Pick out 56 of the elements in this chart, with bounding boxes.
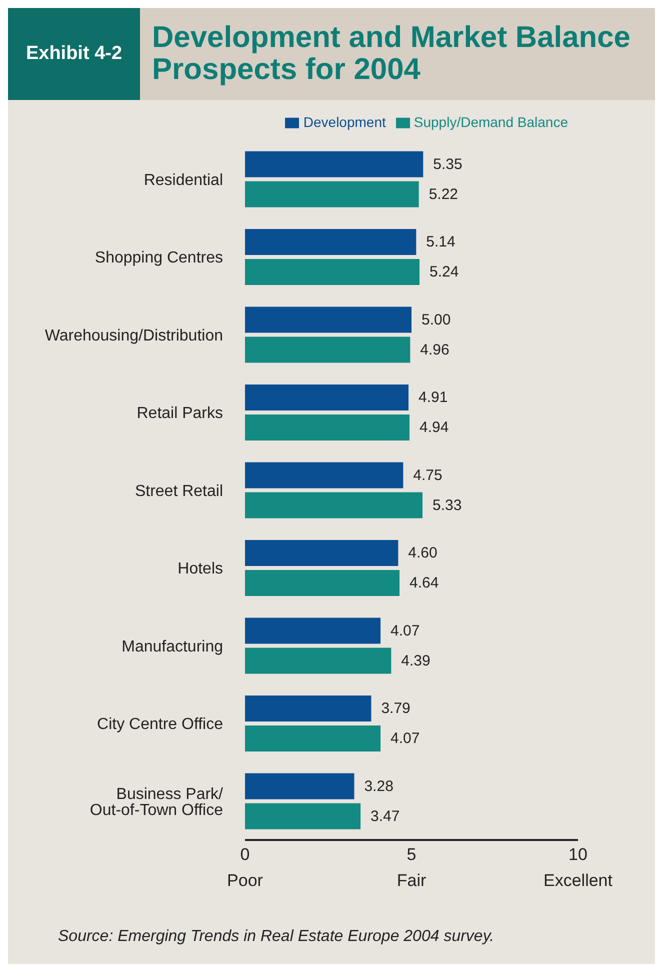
source-note: Source: Emerging Trends in Real Estate Europe 2004 survey. bbox=[58, 928, 494, 946]
y-tick-label: Business Park/ Out-of-Town Office bbox=[90, 786, 224, 819]
data-label: 5.22 bbox=[428, 186, 458, 203]
data-label: 3.28 bbox=[364, 778, 394, 795]
chart-title: Development and Market Balance Prospects for 2004 bbox=[140, 8, 655, 100]
y-tick-label: Warehousing/Distribution bbox=[44, 327, 223, 344]
x-tick-label: 10 bbox=[568, 845, 588, 864]
data-label: 4.07 bbox=[390, 730, 420, 748]
legend-label: Supply/Demand Balance bbox=[414, 114, 568, 130]
data-label: 5.00 bbox=[422, 311, 451, 328]
bar bbox=[245, 773, 354, 800]
data-label: 4.75 bbox=[413, 466, 442, 484]
data-label: 4.07 bbox=[390, 622, 420, 640]
data-label: 4.94 bbox=[420, 419, 449, 436]
bar bbox=[245, 570, 400, 596]
bar bbox=[245, 803, 361, 830]
data-label: 4.96 bbox=[420, 341, 450, 358]
y-tick-label: Retail Parks bbox=[136, 405, 223, 422]
data-label: 4.39 bbox=[401, 652, 430, 670]
data-label: 4.64 bbox=[410, 574, 439, 592]
data-label: 4.60 bbox=[408, 544, 438, 562]
bar bbox=[245, 229, 416, 256]
y-tick-label: Manufacturing bbox=[122, 638, 223, 656]
exhibit-label: Exhibit 4-2 bbox=[8, 8, 140, 100]
data-label: 5.14 bbox=[426, 234, 456, 251]
data-label: 5.24 bbox=[429, 264, 459, 281]
y-tick-label: City Centre Office bbox=[97, 716, 224, 734]
text: Fair bbox=[396, 871, 426, 890]
data-label: 4.91 bbox=[418, 389, 448, 406]
data-label: 5.33 bbox=[432, 496, 462, 514]
x-tick-label: 0 bbox=[240, 845, 250, 864]
x-tick-label: 5 bbox=[406, 845, 416, 864]
bar bbox=[245, 181, 419, 208]
bar bbox=[245, 306, 412, 333]
bar bbox=[245, 414, 410, 441]
bar bbox=[245, 336, 410, 363]
legend-label: Development bbox=[303, 114, 386, 130]
bar bbox=[245, 384, 409, 411]
bar bbox=[245, 151, 424, 178]
text: Poor bbox=[227, 871, 264, 890]
data-label: 5.35 bbox=[433, 156, 462, 173]
text: Excellent bbox=[544, 871, 613, 890]
bar bbox=[245, 540, 398, 566]
bar bbox=[245, 492, 422, 518]
bar bbox=[245, 618, 381, 644]
bar bbox=[245, 696, 372, 722]
y-tick-label: Shopping Centres bbox=[94, 250, 223, 267]
bar bbox=[245, 726, 381, 752]
data-label: 3.79 bbox=[381, 700, 410, 718]
bar bbox=[245, 259, 420, 286]
y-tick-label: Hotels bbox=[178, 560, 223, 578]
y-tick-label: Street Retail bbox=[134, 482, 223, 500]
y-tick-label: Residential bbox=[144, 172, 223, 189]
bar bbox=[245, 648, 392, 674]
bar bbox=[245, 462, 404, 488]
data-label: 3.47 bbox=[370, 808, 400, 825]
